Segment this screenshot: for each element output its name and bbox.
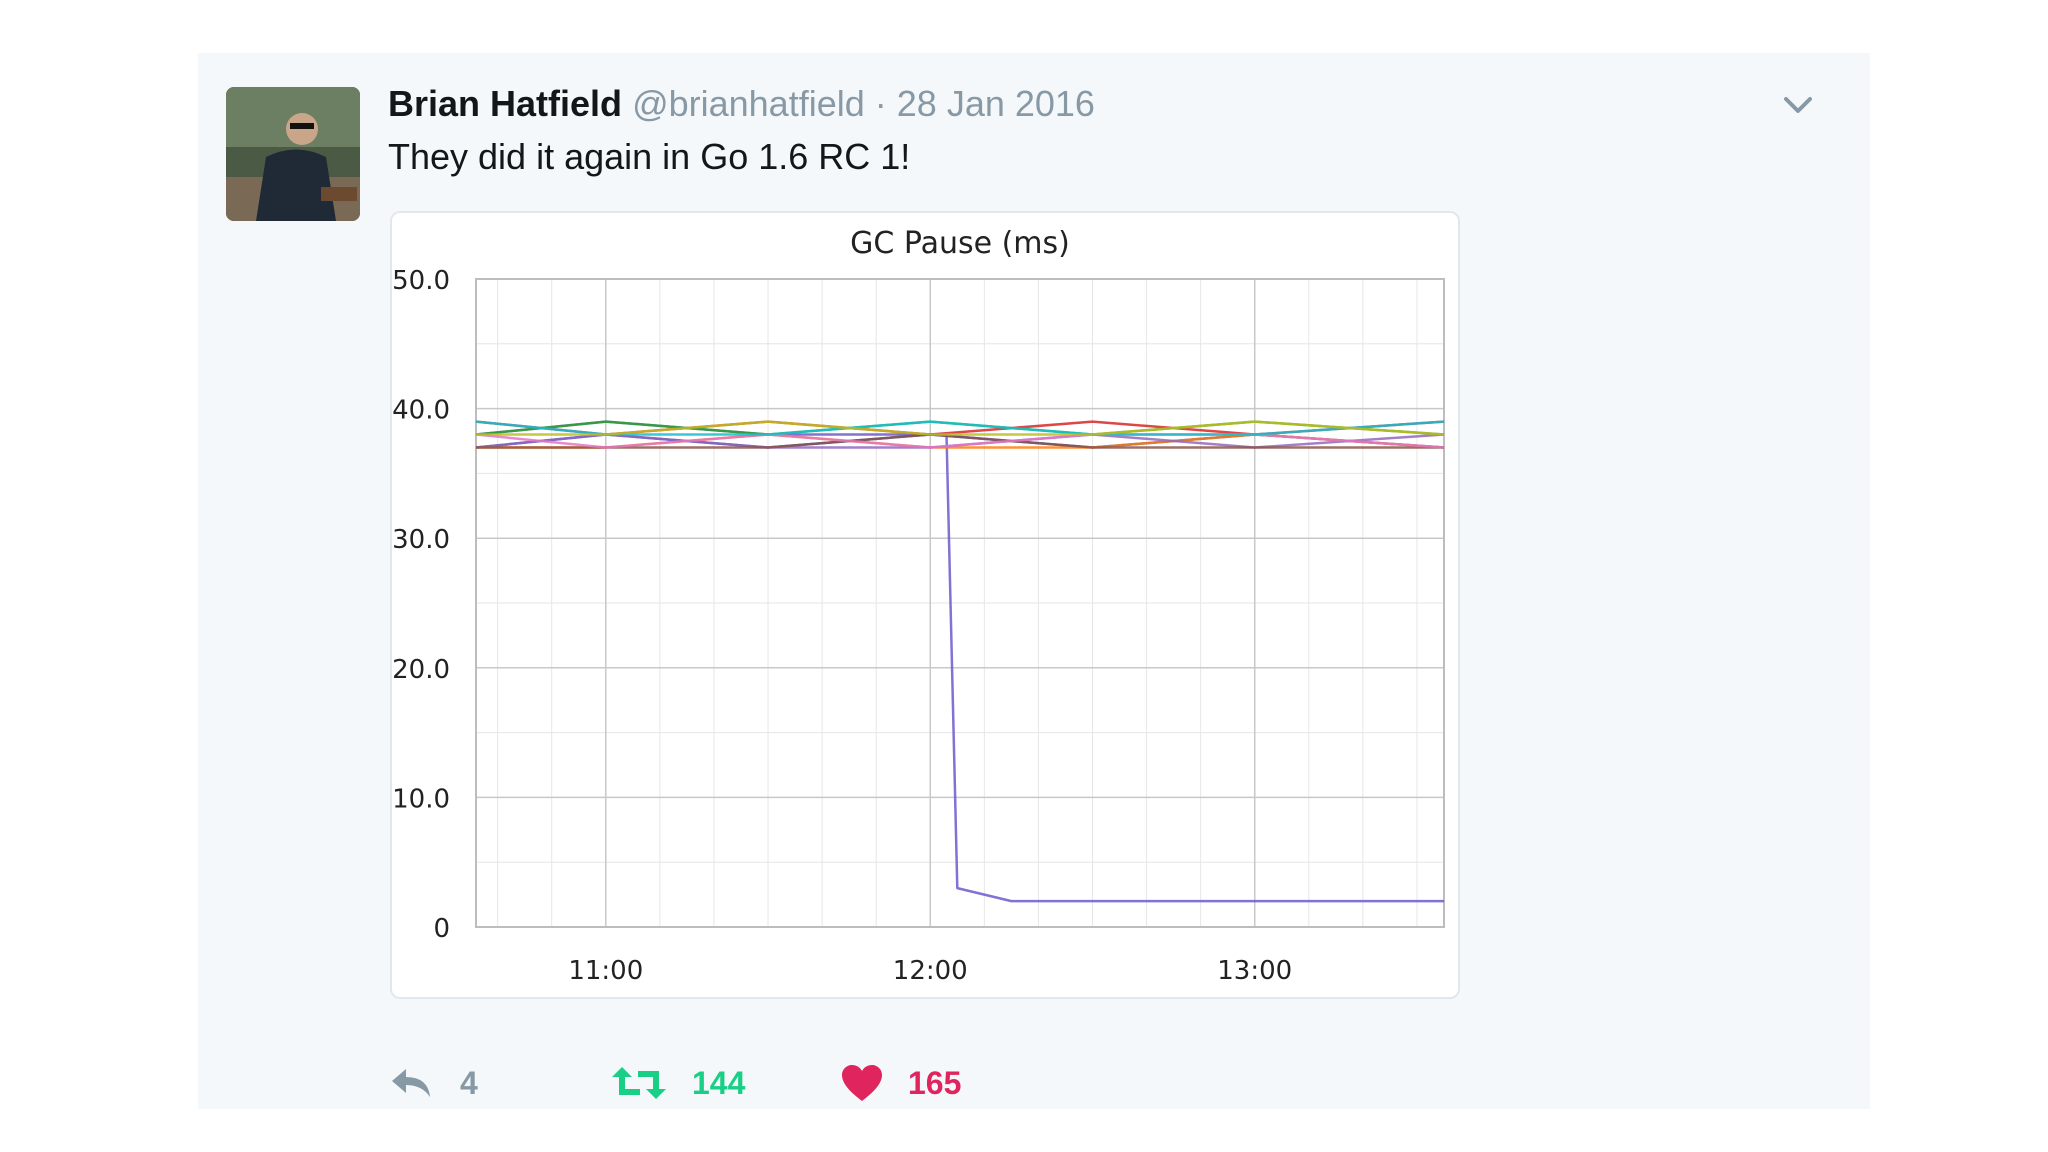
retweet-button[interactable]: 144 (610, 1053, 745, 1113)
reply-button[interactable]: 4 (388, 1053, 478, 1113)
reply-icon (392, 1069, 430, 1097)
y-tick-label: 0 (433, 914, 450, 944)
y-tick-label: 30.0 (392, 525, 450, 555)
tweet-text: They did it again in Go 1.6 RC 1! (388, 136, 911, 177)
x-tick-label: 13:00 (1217, 956, 1292, 986)
chart-title: GC Pause (ms) (850, 226, 1070, 261)
y-tick-label: 10.0 (392, 784, 450, 814)
tweet-header: Brian Hatfield @brianhatfield · 28 Jan 2… (388, 83, 1095, 125)
plot-area-border (475, 278, 1445, 928)
retweet-icon (612, 1067, 666, 1099)
reply-count: 4 (460, 1064, 478, 1101)
chart-image[interactable]: GC Pause (ms) 0 10.0 20.0 30.0 40.0 50.0 11:00 1… (390, 211, 1460, 999)
gc-pause-chart: GC Pause (ms) 0 10.0 20.0 30.0 40.0 50.0 11:00 1… (392, 226, 1445, 986)
avatar[interactable] (226, 87, 360, 221)
heart-icon (842, 1065, 882, 1101)
series-line-10 (476, 420, 1445, 436)
tweet-actions: 4 144 165 (388, 1053, 1088, 1113)
y-tick-label: 20.0 (392, 655, 450, 685)
chevron-down-icon[interactable] (1778, 91, 1818, 121)
like-button[interactable]: 165 (840, 1053, 961, 1113)
tweet-date[interactable]: 28 Jan 2016 (896, 83, 1095, 124)
author-handle[interactable]: @brianhatfield (632, 83, 865, 124)
y-tick-label: 50.0 (392, 266, 450, 296)
retweet-count: 144 (692, 1064, 746, 1101)
x-tick-label: 12:00 (893, 956, 968, 986)
y-tick-label: 40.0 (392, 396, 450, 426)
author-name[interactable]: Brian Hatfield (388, 83, 623, 124)
tweet-card[interactable]: Brian Hatfield @brianhatfield · 28 Jan 2… (198, 53, 1870, 1109)
series-line-1 (475, 420, 1444, 903)
header-separator: · (874, 83, 887, 124)
like-count: 165 (908, 1064, 962, 1101)
x-tick-label: 11:00 (568, 956, 643, 986)
